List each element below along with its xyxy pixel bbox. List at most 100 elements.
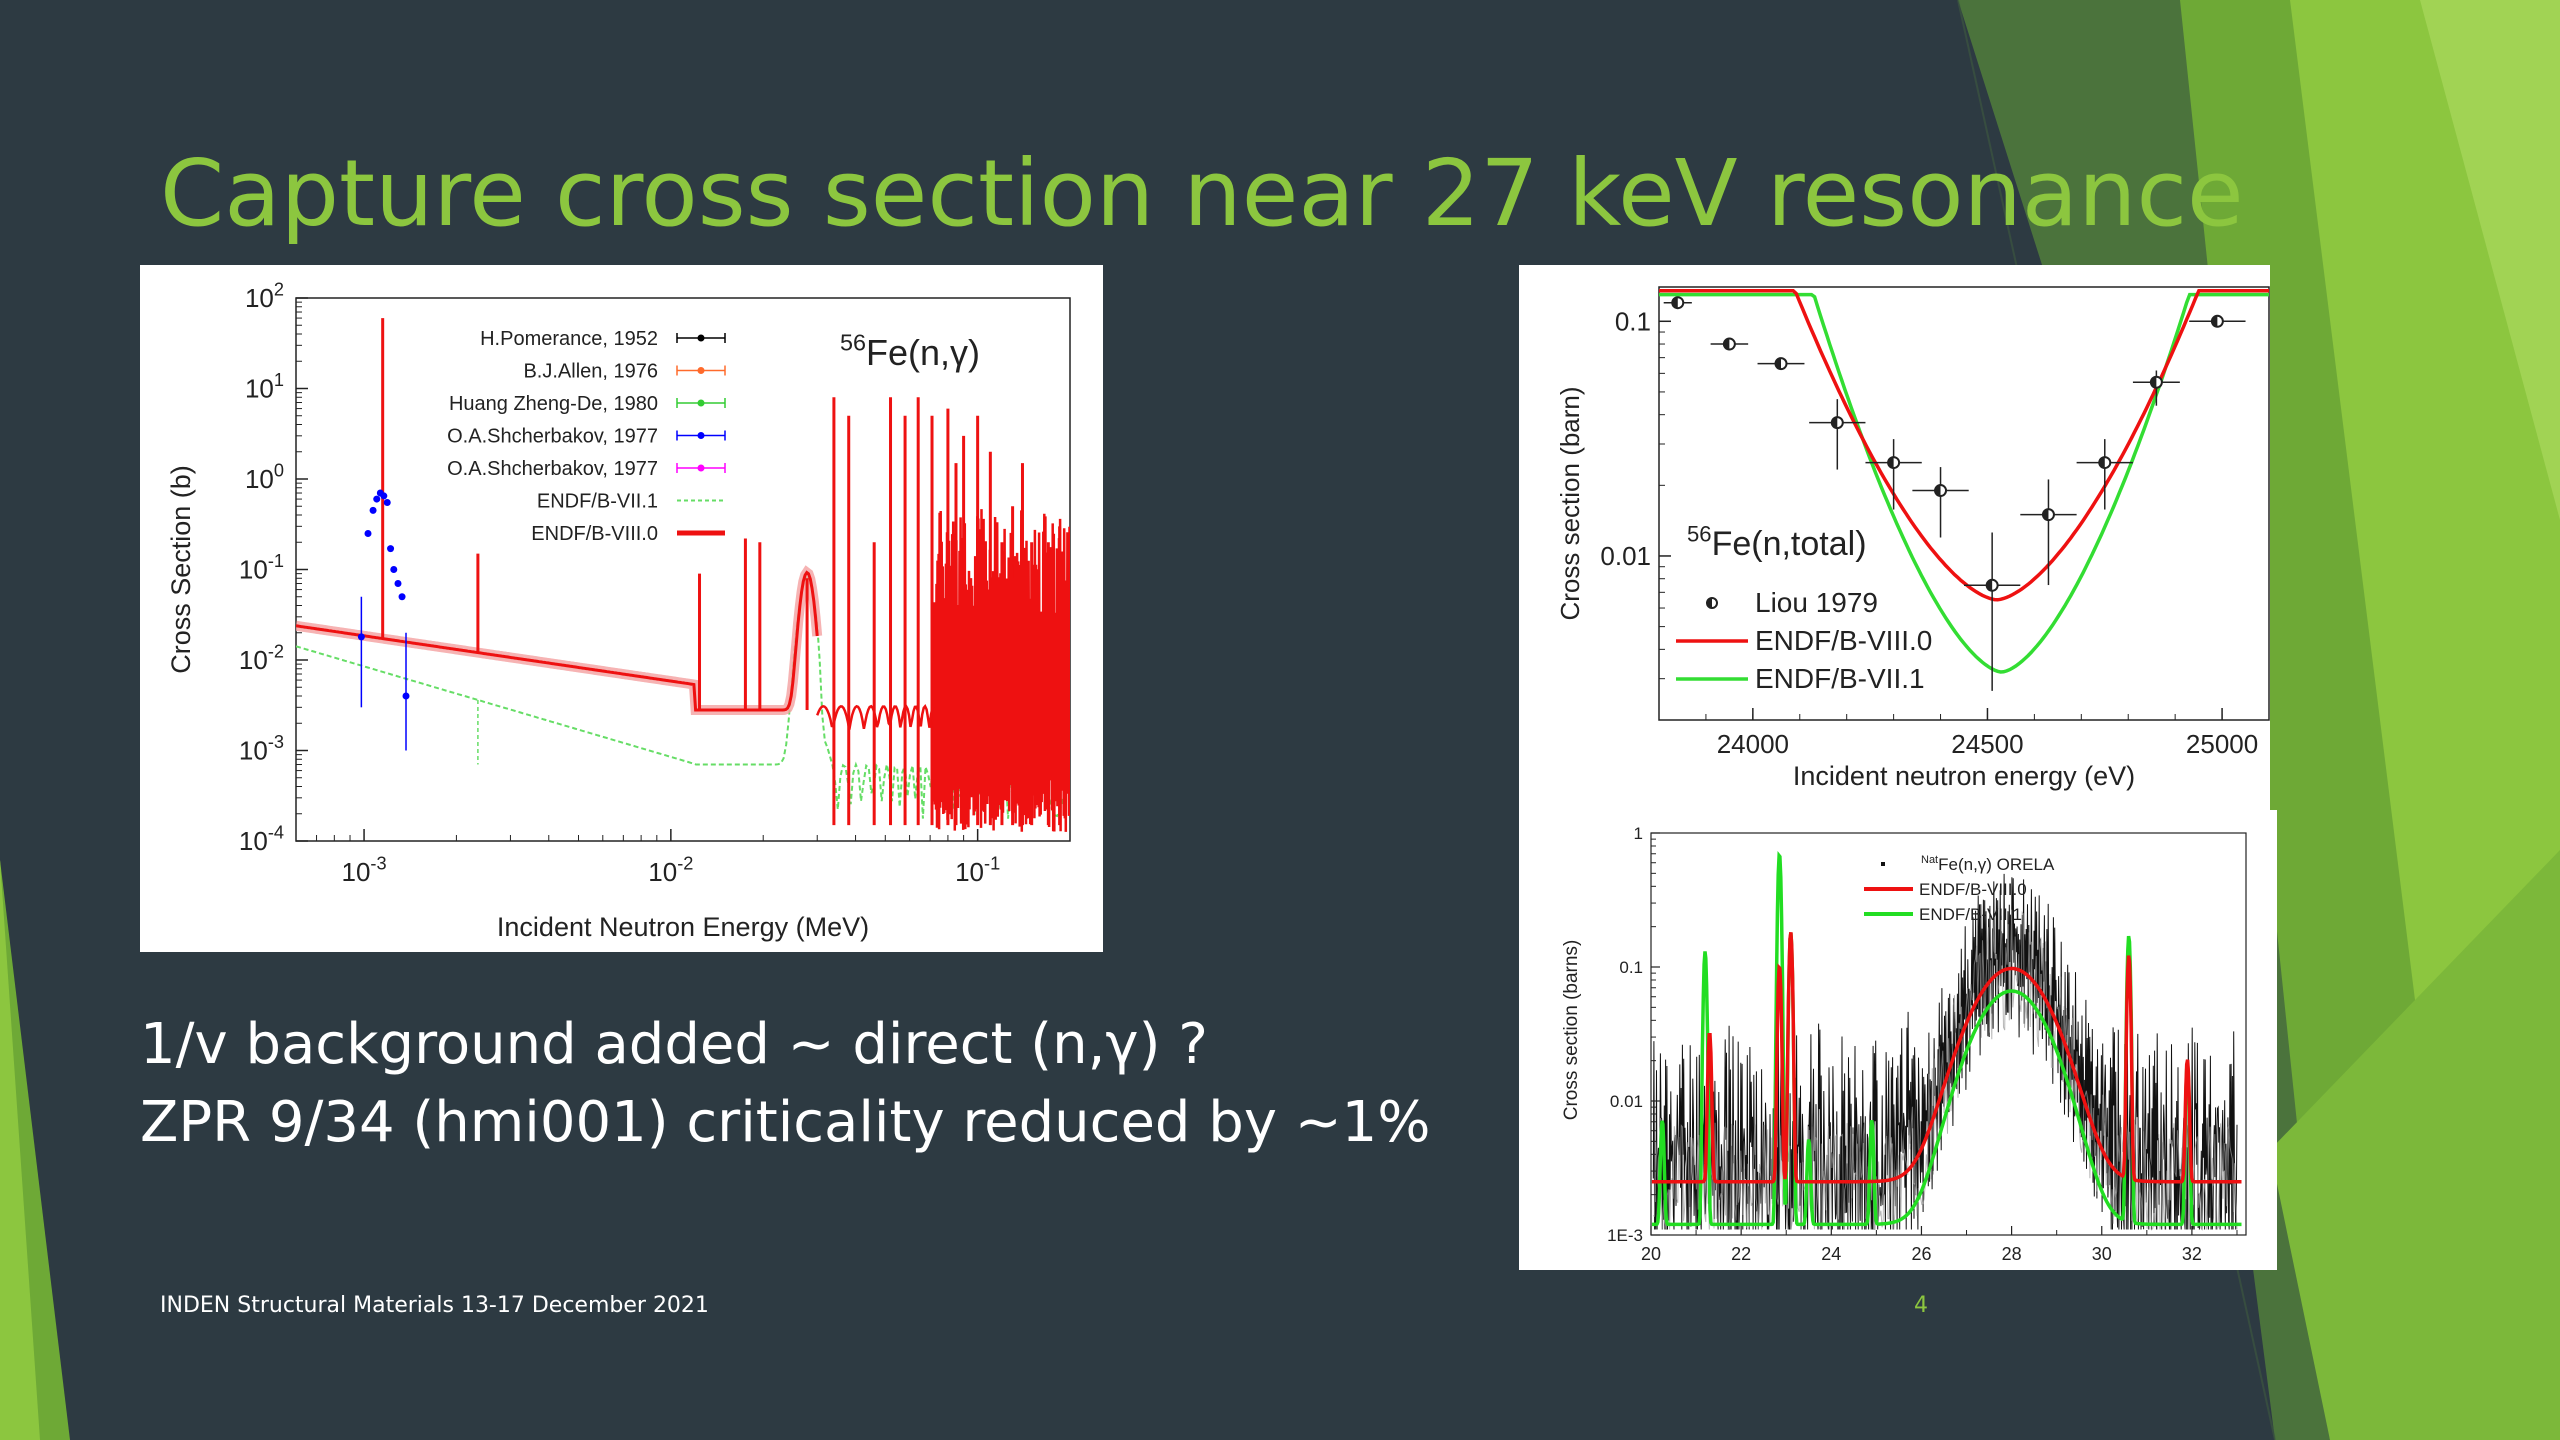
y-tick-label: 10-2 — [239, 641, 284, 675]
legend-label-0: H.Pomerance, 1952 — [480, 328, 658, 350]
x-tick-label: 24 — [1821, 1244, 1841, 1264]
shcherbakov-point-8 — [390, 566, 398, 573]
chart-total-panel: 24000 24500 25000 0.1 0.01 Incident neutron e… — [1519, 265, 2270, 810]
liou-point-fill-0 — [1672, 297, 1678, 309]
legend-label-5: ENDF/B-VII.1 — [537, 491, 658, 513]
y-tick-label: 0.01 — [1600, 541, 1651, 571]
series-group — [296, 318, 1070, 832]
y-tick-label: 0.1 — [1615, 306, 1651, 336]
shcherbakov-point-9 — [394, 580, 402, 588]
legend-label-0: Liou 1979 — [1755, 587, 1878, 618]
y-tick-label: 102 — [245, 279, 284, 313]
x-tick-label: 30 — [2092, 1244, 2112, 1264]
shcherbakov-point-11 — [402, 692, 410, 700]
liou-point-fill-6 — [1986, 579, 1993, 591]
liou-point-fill-3 — [1831, 417, 1838, 429]
chart-capture-panel: 10-3 10-2 10-1 102 101 100 10-1 10-2 10-3 10-4 Inc… — [140, 265, 1103, 952]
legend-label-3: O.A.Shcherbakov, 1977 — [447, 426, 658, 448]
liou-point-fill-4 — [1888, 457, 1894, 469]
y-axis-label: Cross section (barns) — [1561, 940, 1582, 1121]
x-tick-label: 25000 — [2186, 729, 2258, 759]
liou-point-fill-7 — [2042, 509, 2049, 521]
orela-capture-chart: 20 22 24 26 28 30 32 1 0.1 0.01 1E-3 Cross section … — [1561, 824, 2247, 1264]
x-tick-label: 22 — [1731, 1244, 1751, 1264]
liou-point-fill-10 — [2211, 315, 2218, 327]
liou-point-fill-8 — [2099, 457, 2105, 469]
x-tick-label: 10-2 — [648, 853, 693, 887]
x-tick-label: 26 — [1911, 1244, 1931, 1264]
line-endf-b-viii-0 — [1659, 288, 2269, 602]
x-tick-label: 10-1 — [955, 853, 1000, 887]
bullet-1: 1/v background added ~ direct (n,γ) ? — [140, 1012, 1208, 1077]
plot-frame — [1650, 832, 2247, 1236]
endf-viii0-dense — [932, 509, 1070, 832]
liou-point-fill-5 — [1935, 485, 1941, 497]
series-group — [1651, 850, 2242, 1231]
legend-label-0: NatFe(n,γ) ORELA — [1921, 854, 2055, 874]
legend-label-1: B.J.Allen, 1976 — [523, 361, 658, 383]
liou-point-fill-9 — [2150, 376, 2157, 388]
legend-label-4: O.A.Shcherbakov, 1977 — [447, 458, 658, 480]
orela-data-gray — [1653, 909, 2238, 1231]
series-group — [1659, 288, 2269, 691]
shcherbakov-point-0 — [357, 633, 365, 641]
shcherbakov-point-6 — [383, 498, 391, 506]
liou-point-fill-2 — [1775, 358, 1781, 370]
y-axis-label: Cross section (barn) — [1555, 386, 1585, 620]
y-axis-label: Cross Section (b) — [166, 465, 196, 674]
x-tick-label: 10-3 — [342, 853, 387, 887]
shcherbakov-point-5 — [380, 492, 388, 500]
reaction-label: 56Fe(n,total) — [1687, 521, 1867, 563]
x-axis-label: Incident Neutron Energy (MeV) — [497, 912, 869, 942]
bullet-2: ZPR 9/34 (hmi001) criticality reduced by… — [140, 1090, 1431, 1155]
capture-cross-section-chart: 10-3 10-2 10-1 102 101 100 10-1 10-2 10-3 10-4 Inc… — [166, 279, 1071, 942]
shcherbakov-point-10 — [398, 593, 406, 601]
y-tick-label: 10-4 — [239, 822, 284, 856]
legend-marker-3 — [697, 432, 705, 439]
slide-title: Capture cross section near 27 keV resona… — [160, 140, 2244, 247]
y-tick-label: 10-1 — [239, 551, 284, 585]
total-cross-section-chart: 24000 24500 25000 0.1 0.01 Incident neutron e… — [1555, 286, 2270, 791]
x-tick-label: 20 — [1641, 1244, 1661, 1264]
legend-label-1: ENDF/B-VIII.0 — [1919, 880, 2027, 899]
shcherbakov-point-7 — [387, 545, 395, 553]
y-tick-label: 10-3 — [239, 732, 284, 766]
legend-label-6: ENDF/B-VIII.0 — [531, 523, 658, 545]
orela-data — [1652, 873, 2238, 1230]
shcherbakov-point-3 — [373, 495, 381, 503]
y-tick-label: 0.01 — [1610, 1092, 1643, 1111]
line-endf-b-vii-1 — [1651, 850, 2242, 1227]
legend-marker-fill-0 — [1707, 598, 1712, 608]
legend-marker-0 — [697, 334, 705, 342]
chart-orela-panel: 20 22 24 26 28 30 32 1 0.1 0.01 1E-3 Cross section … — [1519, 810, 2277, 1270]
shcherbakov-point-1 — [364, 529, 372, 537]
legend-marker-0 — [1881, 862, 1885, 866]
y-tick-label: 1E-3 — [1607, 1226, 1643, 1245]
endf-viii0-line — [296, 570, 819, 712]
x-tick-label: 24500 — [1951, 729, 2023, 759]
shcherbakov-point-2 — [369, 506, 377, 514]
y-tick-label: 1 — [1634, 824, 1643, 843]
y-tick-label: 101 — [245, 370, 284, 404]
legend-marker-4 — [697, 464, 705, 472]
reaction-label: 56Fe(n,γ) — [840, 330, 980, 373]
page-number: 4 — [1914, 1293, 1928, 1318]
legend-label-2: Huang Zheng-De, 1980 — [449, 393, 658, 415]
legend-label-2: ENDF/B-VII.1 — [1919, 905, 2022, 924]
plot-frame — [1658, 286, 2270, 721]
endf-viii0-base — [816, 703, 935, 730]
x-axis-label: Incident neutron energy (eV) — [1793, 761, 2135, 791]
x-tick-label: 32 — [2182, 1244, 2202, 1264]
line-endf-b-vii-1 — [1659, 292, 2269, 674]
y-tick-label: 0.1 — [1619, 958, 1643, 977]
line-endf-b-viii-0 — [1651, 932, 2242, 1184]
x-tick-label: 28 — [2002, 1244, 2022, 1264]
footer-text: INDEN Structural Materials 13-17 Decembe… — [160, 1293, 709, 1318]
legend-marker-2 — [697, 399, 705, 407]
x-tick-label: 24000 — [1717, 729, 1789, 759]
liou-point-fill-1 — [1723, 338, 1730, 350]
legend-label-1: ENDF/B-VIII.0 — [1755, 625, 1932, 656]
endf-viii0-band — [296, 565, 823, 715]
legend-label-2: ENDF/B-VII.1 — [1755, 663, 1925, 694]
y-tick-label: 100 — [245, 460, 284, 494]
